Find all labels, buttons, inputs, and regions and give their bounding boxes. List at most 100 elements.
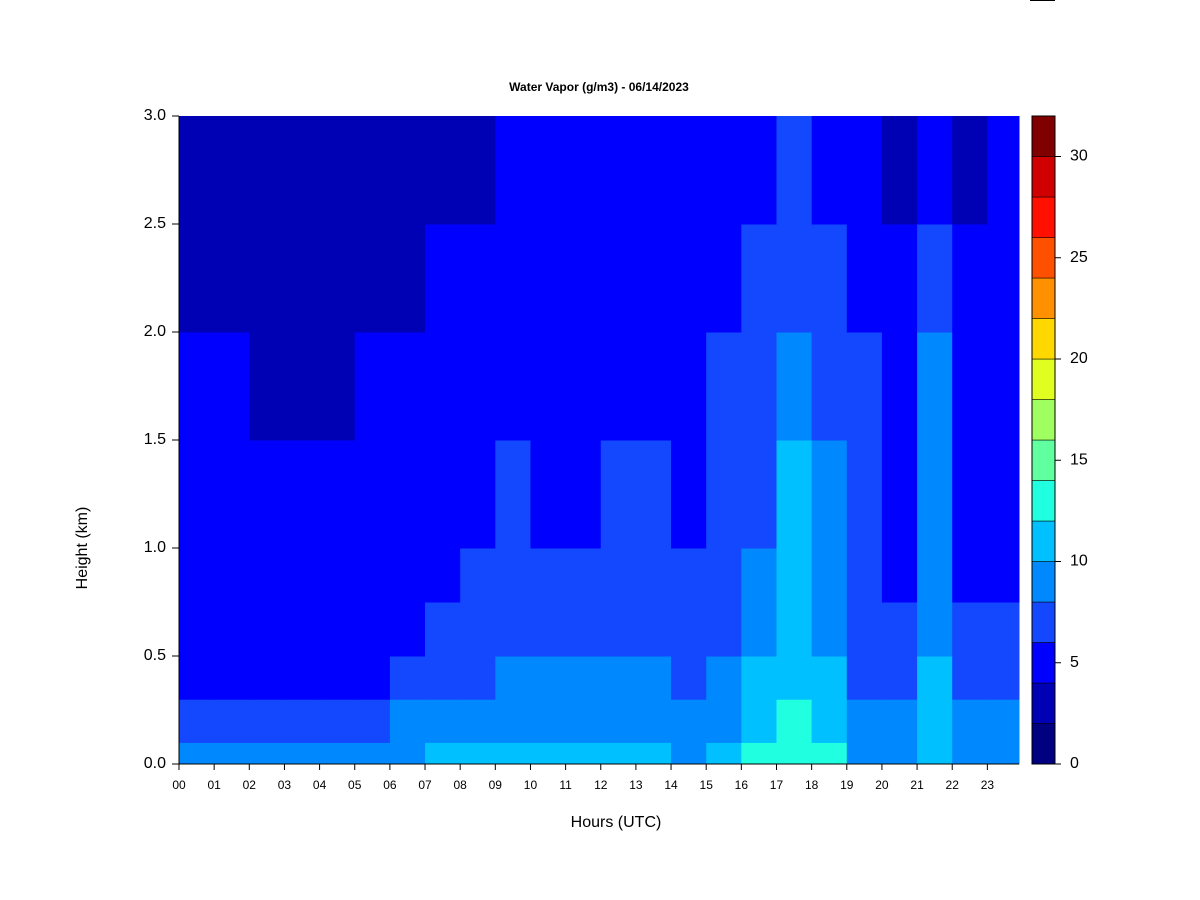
heat-cell [600, 116, 637, 225]
colorbar-tick-label: 0 [1070, 755, 1079, 772]
heat-cell [917, 699, 953, 743]
heat-cell [530, 224, 567, 333]
x-tick-label: 10 [524, 778, 538, 792]
heat-cell [600, 224, 637, 333]
heat-cell [987, 742, 1020, 765]
heat-cell [952, 656, 988, 700]
heat-cell [846, 699, 883, 743]
heat-cell [425, 699, 461, 743]
chart-title: Water Vapor (g/m3) - 06/14/2023 [509, 80, 689, 94]
heat-cell [881, 656, 918, 700]
heat-cell [741, 548, 777, 603]
heat-cell [565, 116, 602, 225]
heat-cell [530, 116, 567, 225]
heat-cell [776, 440, 813, 549]
heat-cell [460, 224, 496, 333]
heat-cell [530, 440, 567, 549]
heat-cell [354, 602, 391, 657]
colorbar-box [1031, 399, 1056, 441]
heat-cell [811, 742, 848, 765]
x-tick-label: 21 [910, 778, 924, 792]
heat-cell [671, 656, 707, 700]
heat-cell [389, 656, 426, 700]
colorbar-box [1031, 520, 1056, 562]
heat-cell [846, 116, 883, 225]
colorbar-box [1031, 277, 1056, 319]
heat-cell [389, 602, 426, 657]
x-tick-label: 09 [489, 778, 503, 792]
heat-cell [811, 116, 848, 225]
heat-cell [495, 116, 531, 225]
heat-cell [565, 699, 602, 743]
colorbar-box [1031, 642, 1056, 684]
heat-cell [249, 224, 285, 333]
heat-cell [741, 224, 777, 333]
heat-cell [425, 602, 461, 657]
colorbar-box [1031, 358, 1056, 400]
heat-cell [284, 116, 321, 225]
heat-cell [460, 332, 496, 441]
heat-cell [354, 548, 391, 603]
heat-cell [354, 699, 391, 743]
heat-cell [214, 699, 250, 743]
heat-cell [389, 440, 426, 549]
heat-cell [565, 224, 602, 333]
heat-cell [635, 656, 672, 700]
heat-cell [354, 116, 391, 225]
heat-cell [179, 548, 215, 603]
heat-cell [846, 656, 883, 700]
heat-cell [671, 224, 707, 333]
heat-cell [214, 440, 250, 549]
x-tick-label: 03 [278, 778, 292, 792]
heat-cell [671, 742, 707, 765]
heat-cell [881, 116, 918, 225]
heat-cell [284, 440, 321, 549]
heat-cell [179, 742, 215, 765]
heat-cell [776, 548, 813, 603]
colorbar-box [1031, 601, 1056, 643]
heat-cell [987, 224, 1020, 333]
heat-cell [425, 440, 461, 549]
heat-cell [249, 440, 285, 549]
heat-cell [952, 602, 988, 657]
x-tick-label: 07 [418, 778, 432, 792]
heat-cell [214, 656, 250, 700]
heat-cell [530, 332, 567, 441]
x-tick-label: 17 [770, 778, 784, 792]
x-tick-label: 23 [981, 778, 995, 792]
heat-cell [530, 602, 567, 657]
heat-cell [706, 656, 742, 700]
x-tick-label: 05 [348, 778, 362, 792]
heat-cell [460, 548, 496, 603]
heat-cell [846, 602, 883, 657]
heat-cell [706, 116, 742, 225]
heat-cell [706, 548, 742, 603]
heat-cell [460, 742, 496, 765]
colorbar-tick-label: 5 [1070, 654, 1079, 671]
heat-cell [776, 224, 813, 333]
heat-cell [179, 332, 215, 441]
heat-cell [881, 548, 918, 603]
heat-cell [917, 332, 953, 441]
heat-cell [319, 699, 356, 743]
heat-cell [952, 742, 988, 765]
heat-cell [917, 602, 953, 657]
heat-cell [881, 224, 918, 333]
y-tick-label: 0.0 [144, 755, 166, 772]
colorbar-box [1031, 561, 1056, 603]
heat-cell [600, 332, 637, 441]
heat-cell [425, 742, 461, 765]
heat-cell [179, 440, 215, 549]
heat-cell [389, 332, 426, 441]
heat-cell [495, 548, 531, 603]
heat-cell [846, 224, 883, 333]
heat-cell [987, 656, 1020, 700]
x-tick-label: 18 [805, 778, 819, 792]
heat-cell [952, 699, 988, 743]
heat-cell [249, 699, 285, 743]
colorbar-box [1031, 439, 1056, 481]
heat-cell [811, 440, 848, 549]
heat-cell [741, 332, 777, 441]
heat-cell [460, 116, 496, 225]
x-tick-label: 22 [946, 778, 960, 792]
